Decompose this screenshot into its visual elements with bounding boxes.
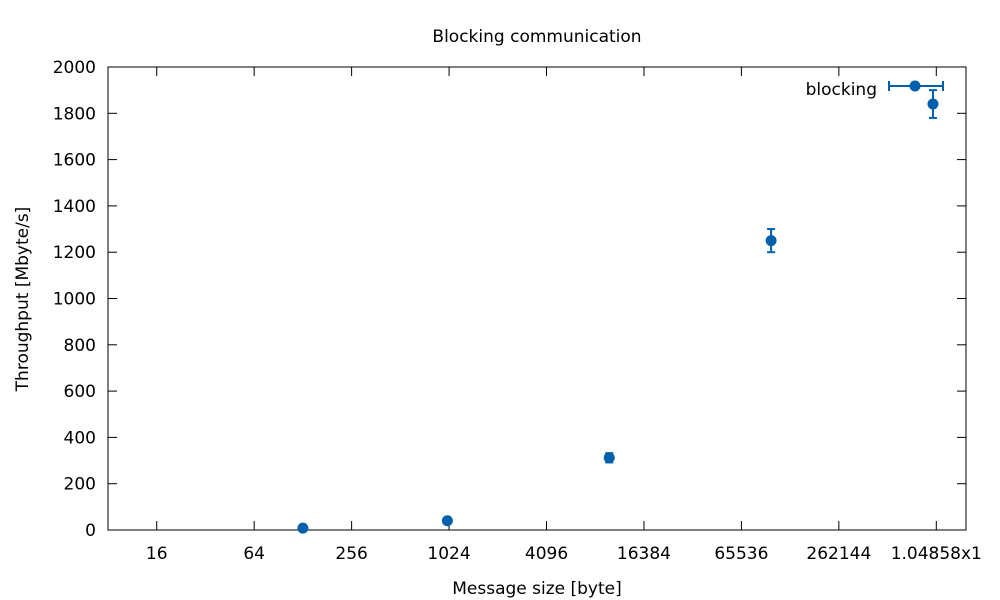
x-tick-label: 16 xyxy=(146,544,168,564)
x-tick-label: 64 xyxy=(243,544,265,564)
x-axis-ticks: 16 64 256 1024 4096 16384 65536 262144 1.04858x1 xyxy=(146,67,982,564)
data-point xyxy=(441,515,453,527)
legend-label: blocking xyxy=(806,80,877,100)
y-tick-label: 1400 xyxy=(53,197,96,217)
data-point xyxy=(927,98,939,110)
chart-title: Blocking communication xyxy=(432,27,641,47)
y-tick-label: 600 xyxy=(64,382,96,402)
x-tick-label: 1024 xyxy=(427,544,470,564)
y-tick-label: 400 xyxy=(64,428,96,448)
y-tick-label: 0 xyxy=(85,521,96,541)
data-point xyxy=(297,522,309,534)
legend-sample-marker xyxy=(909,80,921,92)
y-tick-label: 1000 xyxy=(53,290,96,310)
y-tick-label: 1200 xyxy=(53,243,96,263)
y-axis-ticks: 0 200 400 600 800 1000 1200 1400 1600 1800 2000 xyxy=(53,58,966,541)
x-tick-label: 1.04858x1 xyxy=(891,544,982,564)
plot-frame xyxy=(107,66,967,531)
x-tick-label: 16384 xyxy=(617,544,671,564)
y-tick-label: 200 xyxy=(64,475,96,495)
x-tick-label: 4096 xyxy=(525,544,568,564)
y-axis-title: Throughput [Mbyte/s] xyxy=(13,207,33,393)
y-tick-label: 800 xyxy=(64,336,96,356)
x-tick-label: 256 xyxy=(335,544,367,564)
y-tick-label: 1800 xyxy=(53,104,96,124)
y-tick-label: 2000 xyxy=(53,58,96,78)
x-tick-label: 262144 xyxy=(806,544,871,564)
data-point xyxy=(603,452,615,464)
y-tick-label: 1600 xyxy=(53,151,96,171)
series-layer xyxy=(297,89,939,534)
data-point xyxy=(765,235,777,247)
legend: blocking xyxy=(806,80,944,100)
x-tick-label: 65536 xyxy=(714,544,768,564)
x-axis-title: Message size [byte] xyxy=(452,579,622,599)
